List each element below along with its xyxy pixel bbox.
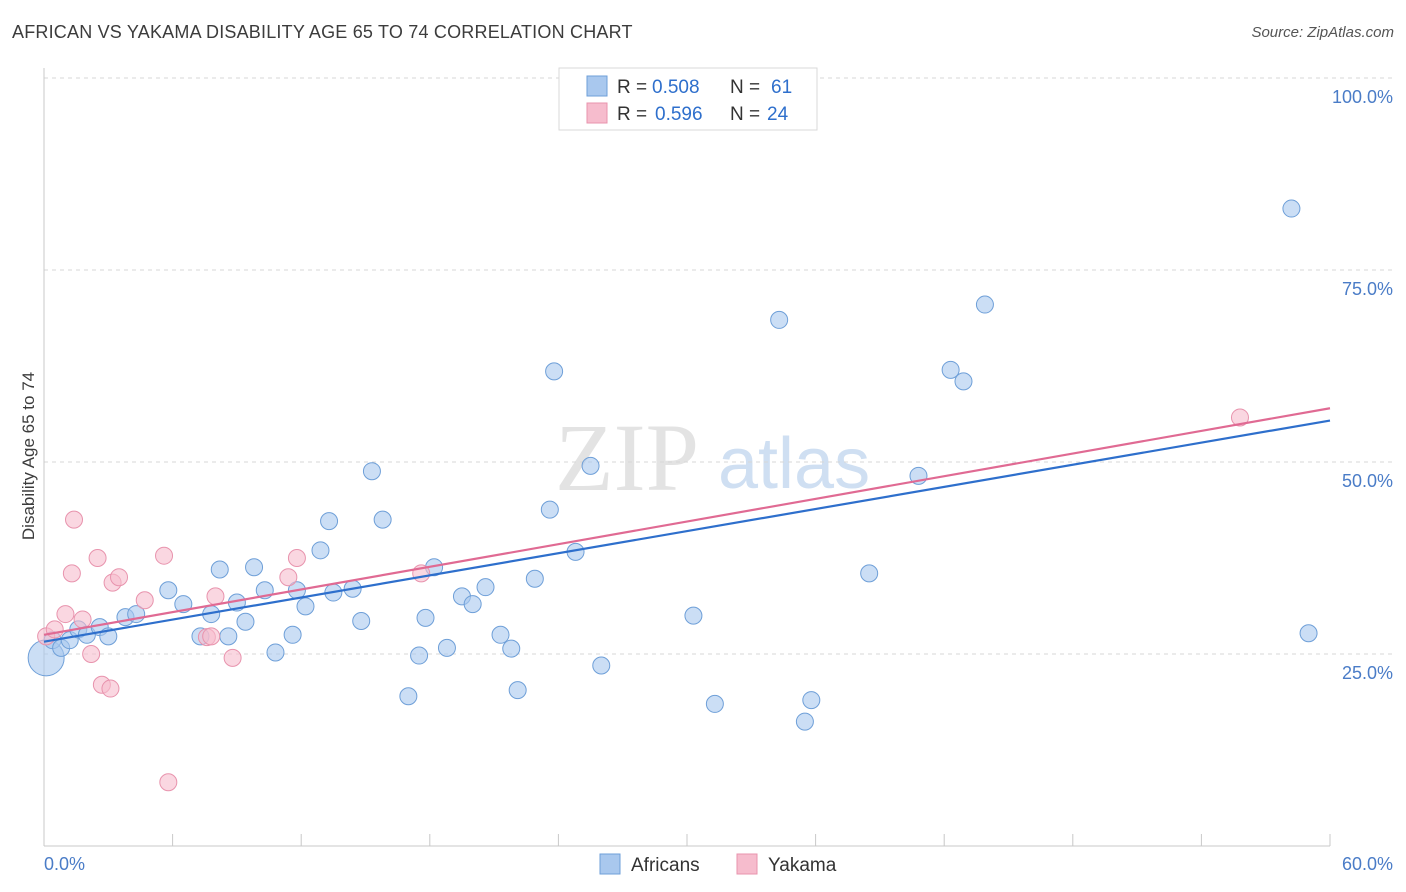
point-yakama bbox=[159, 773, 178, 792]
point-africans bbox=[362, 462, 381, 481]
point-africans bbox=[311, 541, 330, 560]
point-africans bbox=[416, 608, 435, 627]
point-yakama bbox=[206, 587, 225, 606]
legend-bottom-africans-swatch bbox=[599, 853, 621, 875]
point-yakama bbox=[1230, 408, 1249, 427]
watermark: ZIP atlas bbox=[555, 404, 870, 511]
point-yakama bbox=[155, 546, 174, 565]
point-africans bbox=[283, 625, 302, 644]
point-africans bbox=[476, 578, 495, 597]
y-tick-labels: 25.0% 50.0% 75.0% 100.0% bbox=[1332, 87, 1393, 683]
legend-bottom-yakama-swatch bbox=[736, 853, 758, 875]
point-africans bbox=[174, 595, 193, 614]
point-yakama bbox=[135, 591, 154, 610]
point-yakama bbox=[56, 605, 75, 624]
point-yakama bbox=[65, 510, 84, 529]
point-africans bbox=[802, 691, 821, 710]
legend-africans-r-value: 0.508 bbox=[652, 77, 700, 98]
legend-yakama-n-label: N = bbox=[730, 104, 760, 125]
legend-series: Africans Yakama bbox=[599, 853, 837, 876]
y-tick-label: 25.0% bbox=[1342, 663, 1393, 683]
point-africans bbox=[705, 694, 724, 713]
legend-yakama-r-label: R = bbox=[617, 104, 647, 125]
point-africans bbox=[266, 643, 285, 662]
point-africans bbox=[592, 656, 611, 675]
point-africans bbox=[245, 558, 264, 577]
point-africans bbox=[545, 362, 564, 381]
y-axis-title: Disability Age 65 to 74 bbox=[19, 372, 38, 540]
point-africans bbox=[236, 612, 255, 631]
point-africans bbox=[1282, 199, 1301, 218]
legend-africans-r-label: R = bbox=[617, 77, 647, 98]
watermark-zip: ZIP bbox=[555, 404, 699, 511]
legend-bottom-africans-label: Africans bbox=[631, 855, 700, 876]
point-africans bbox=[941, 360, 960, 379]
point-yakama bbox=[101, 679, 120, 698]
point-yakama bbox=[279, 568, 298, 587]
point-yakama bbox=[62, 564, 81, 583]
point-africans bbox=[437, 638, 456, 657]
point-yakama bbox=[287, 549, 306, 567]
point-africans bbox=[975, 295, 994, 314]
point-africans bbox=[159, 581, 178, 600]
point-africans bbox=[684, 606, 703, 625]
legend-africans-n-label: N = bbox=[730, 77, 760, 98]
point-africans bbox=[860, 564, 879, 583]
x-tick-label-max: 60.0% bbox=[1342, 854, 1393, 874]
point-yakama bbox=[73, 610, 92, 629]
chart-title: AFRICAN VS YAKAMA DISABILITY AGE 65 TO 7… bbox=[12, 22, 633, 42]
point-africans bbox=[954, 372, 973, 391]
point-africans bbox=[525, 569, 544, 588]
point-africans bbox=[210, 560, 229, 579]
watermark-atlas: atlas bbox=[718, 424, 870, 504]
point-yakama bbox=[88, 549, 107, 567]
legend-yakama-n-value: 24 bbox=[767, 104, 789, 125]
point-yakama bbox=[45, 620, 64, 639]
legend-africans-swatch bbox=[586, 75, 608, 97]
source-label: Source: ZipAtlas.com bbox=[1251, 24, 1394, 41]
point-africans bbox=[508, 681, 527, 700]
legend-yakama-swatch bbox=[586, 102, 608, 124]
point-africans bbox=[1299, 624, 1318, 643]
legend-yakama-r-value: 0.596 bbox=[655, 104, 703, 125]
y-tick-label: 50.0% bbox=[1342, 471, 1393, 491]
x-tick-label-min: 0.0% bbox=[44, 854, 85, 874]
trend-line-africans bbox=[43, 419, 1331, 643]
point-africans bbox=[502, 639, 521, 658]
point-africans bbox=[219, 627, 238, 646]
y-tick-label: 75.0% bbox=[1342, 279, 1393, 299]
point-africans bbox=[770, 310, 789, 329]
point-africans bbox=[581, 456, 600, 475]
x-axis-ticks bbox=[172, 834, 1331, 846]
point-africans bbox=[373, 510, 392, 529]
point-africans bbox=[296, 597, 315, 616]
point-yakama bbox=[223, 648, 242, 667]
point-yakama bbox=[202, 627, 221, 646]
legend-africans-n-value: 61 bbox=[771, 77, 792, 98]
legend-stats: R = 0.508 N = 61 R = 0.596 N = 24 bbox=[558, 67, 818, 131]
point-africans bbox=[795, 712, 814, 731]
legend-bottom-yakama-label: Yakama bbox=[768, 855, 837, 876]
point-africans bbox=[410, 646, 429, 665]
point-africans bbox=[463, 595, 482, 614]
trend-line-yakama bbox=[43, 407, 1331, 636]
y-tick-label: 100.0% bbox=[1332, 87, 1393, 107]
point-africans bbox=[352, 611, 371, 630]
point-africans bbox=[540, 500, 559, 519]
series-yakama bbox=[37, 408, 1249, 792]
point-yakama bbox=[82, 645, 101, 663]
point-yakama bbox=[110, 568, 129, 587]
point-africans bbox=[491, 625, 510, 644]
point-africans bbox=[320, 512, 339, 531]
point-africans bbox=[399, 687, 418, 706]
